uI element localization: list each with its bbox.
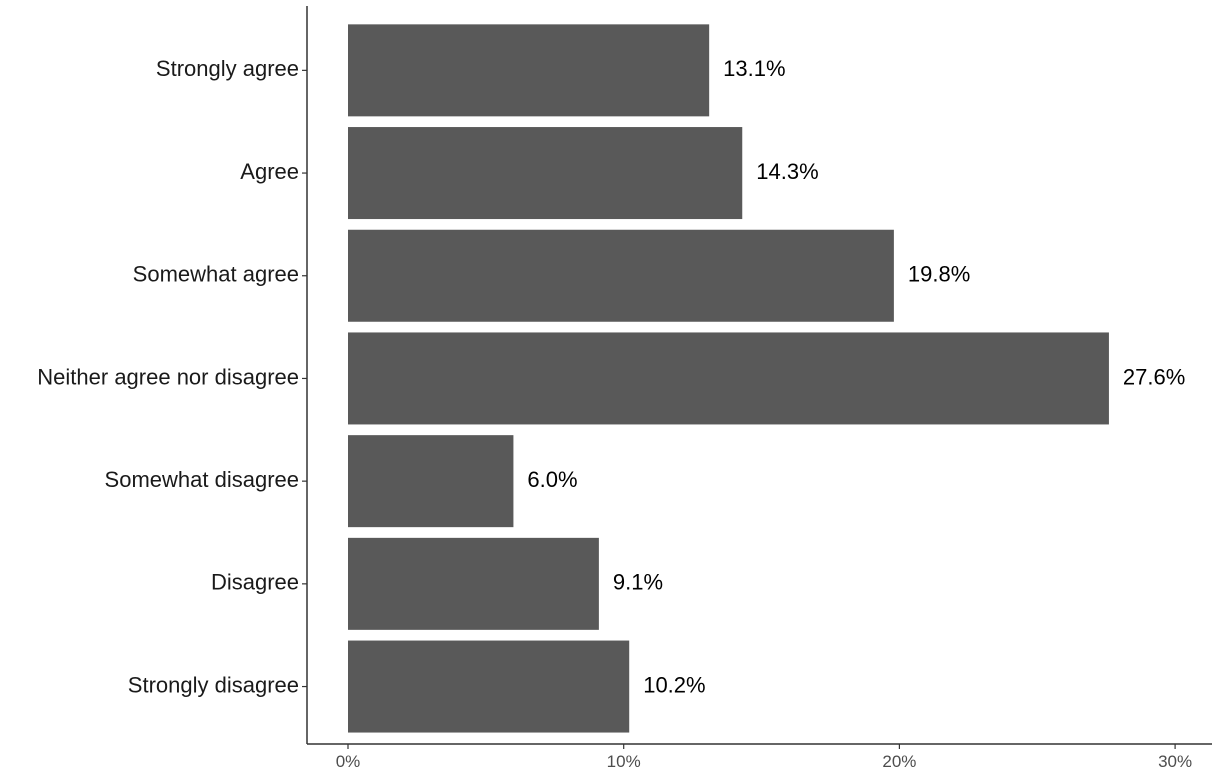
x-tick-label: 20% xyxy=(882,752,916,771)
y-tick-label: Strongly agree xyxy=(156,56,299,81)
y-axis: Strongly agree Agree Somewhat agree Neither… xyxy=(37,6,308,744)
y-tick-label: Agree xyxy=(240,159,299,184)
bar xyxy=(348,229,894,322)
x-axis: 0% 10% 20% 30% xyxy=(307,743,1212,771)
data-label: 19.8% xyxy=(908,262,970,287)
data-label: 10.2% xyxy=(643,672,705,697)
data-label: 6.0% xyxy=(527,467,577,492)
bar xyxy=(348,127,743,220)
bars-layer xyxy=(348,24,1109,733)
y-tick-label: Strongly disagree xyxy=(128,672,299,697)
y-tick-label: Disagree xyxy=(211,570,299,595)
bar xyxy=(348,435,514,528)
y-tick-label: Somewhat disagree xyxy=(105,467,299,492)
data-label: 14.3% xyxy=(756,159,818,184)
x-tick-label: 10% xyxy=(607,752,641,771)
x-tick-label: 30% xyxy=(1158,752,1192,771)
bar xyxy=(348,332,1109,425)
value-labels-layer: 13.1% 14.3% 19.8% 27.6% 6.0% 9.1% 10.2% xyxy=(527,56,1185,697)
y-tick-label: Somewhat agree xyxy=(133,262,299,287)
bar xyxy=(348,537,599,630)
y-tick-label: Neither agree nor disagree xyxy=(37,364,299,389)
bar xyxy=(348,640,630,733)
x-tick-label: 0% xyxy=(336,752,361,771)
bar xyxy=(348,24,710,117)
data-label: 9.1% xyxy=(613,570,663,595)
data-label: 27.6% xyxy=(1123,364,1185,389)
data-label: 13.1% xyxy=(723,56,785,81)
